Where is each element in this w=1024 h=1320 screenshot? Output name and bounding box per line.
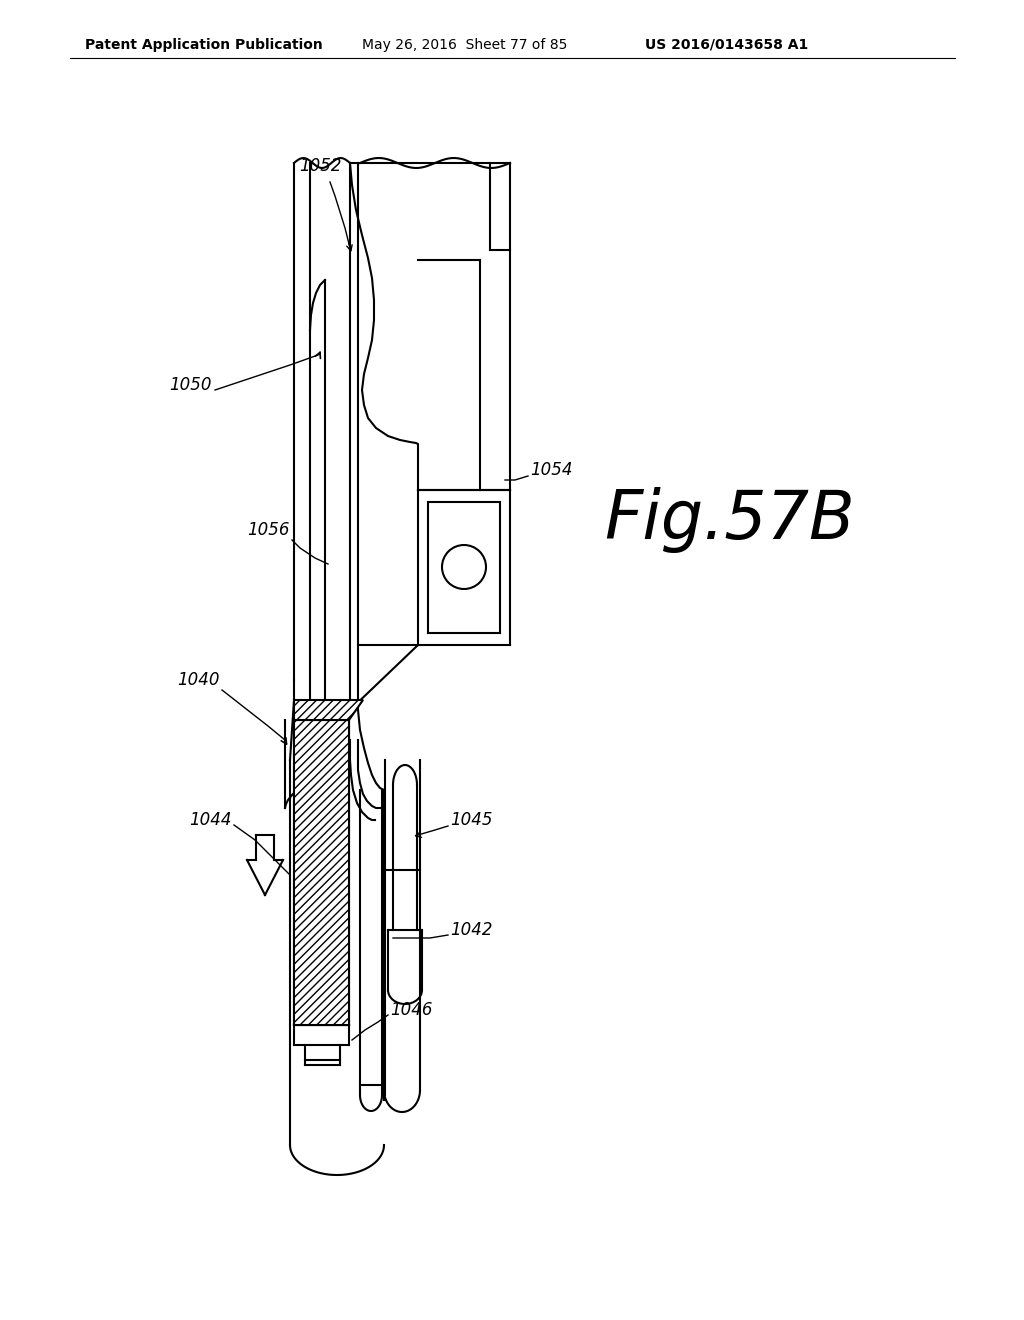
Circle shape [442, 545, 486, 589]
Text: 1056: 1056 [248, 521, 290, 539]
Text: 1046: 1046 [390, 1001, 432, 1019]
Text: 1042: 1042 [450, 921, 493, 939]
Text: 1052: 1052 [299, 157, 341, 176]
Text: 1054: 1054 [530, 461, 572, 479]
Text: US 2016/0143658 A1: US 2016/0143658 A1 [645, 38, 808, 51]
Bar [294, 719, 349, 1026]
Text: Patent Application Publication: Patent Application Publication [85, 38, 323, 51]
Text: 1045: 1045 [450, 810, 493, 829]
Text: 1040: 1040 [177, 671, 220, 689]
Polygon shape [294, 700, 362, 719]
Text: May 26, 2016  Sheet 77 of 85: May 26, 2016 Sheet 77 of 85 [362, 38, 567, 51]
Text: 1050: 1050 [170, 376, 212, 393]
Text: Fig.57B: Fig.57B [604, 487, 855, 553]
Text: 1044: 1044 [189, 810, 232, 829]
